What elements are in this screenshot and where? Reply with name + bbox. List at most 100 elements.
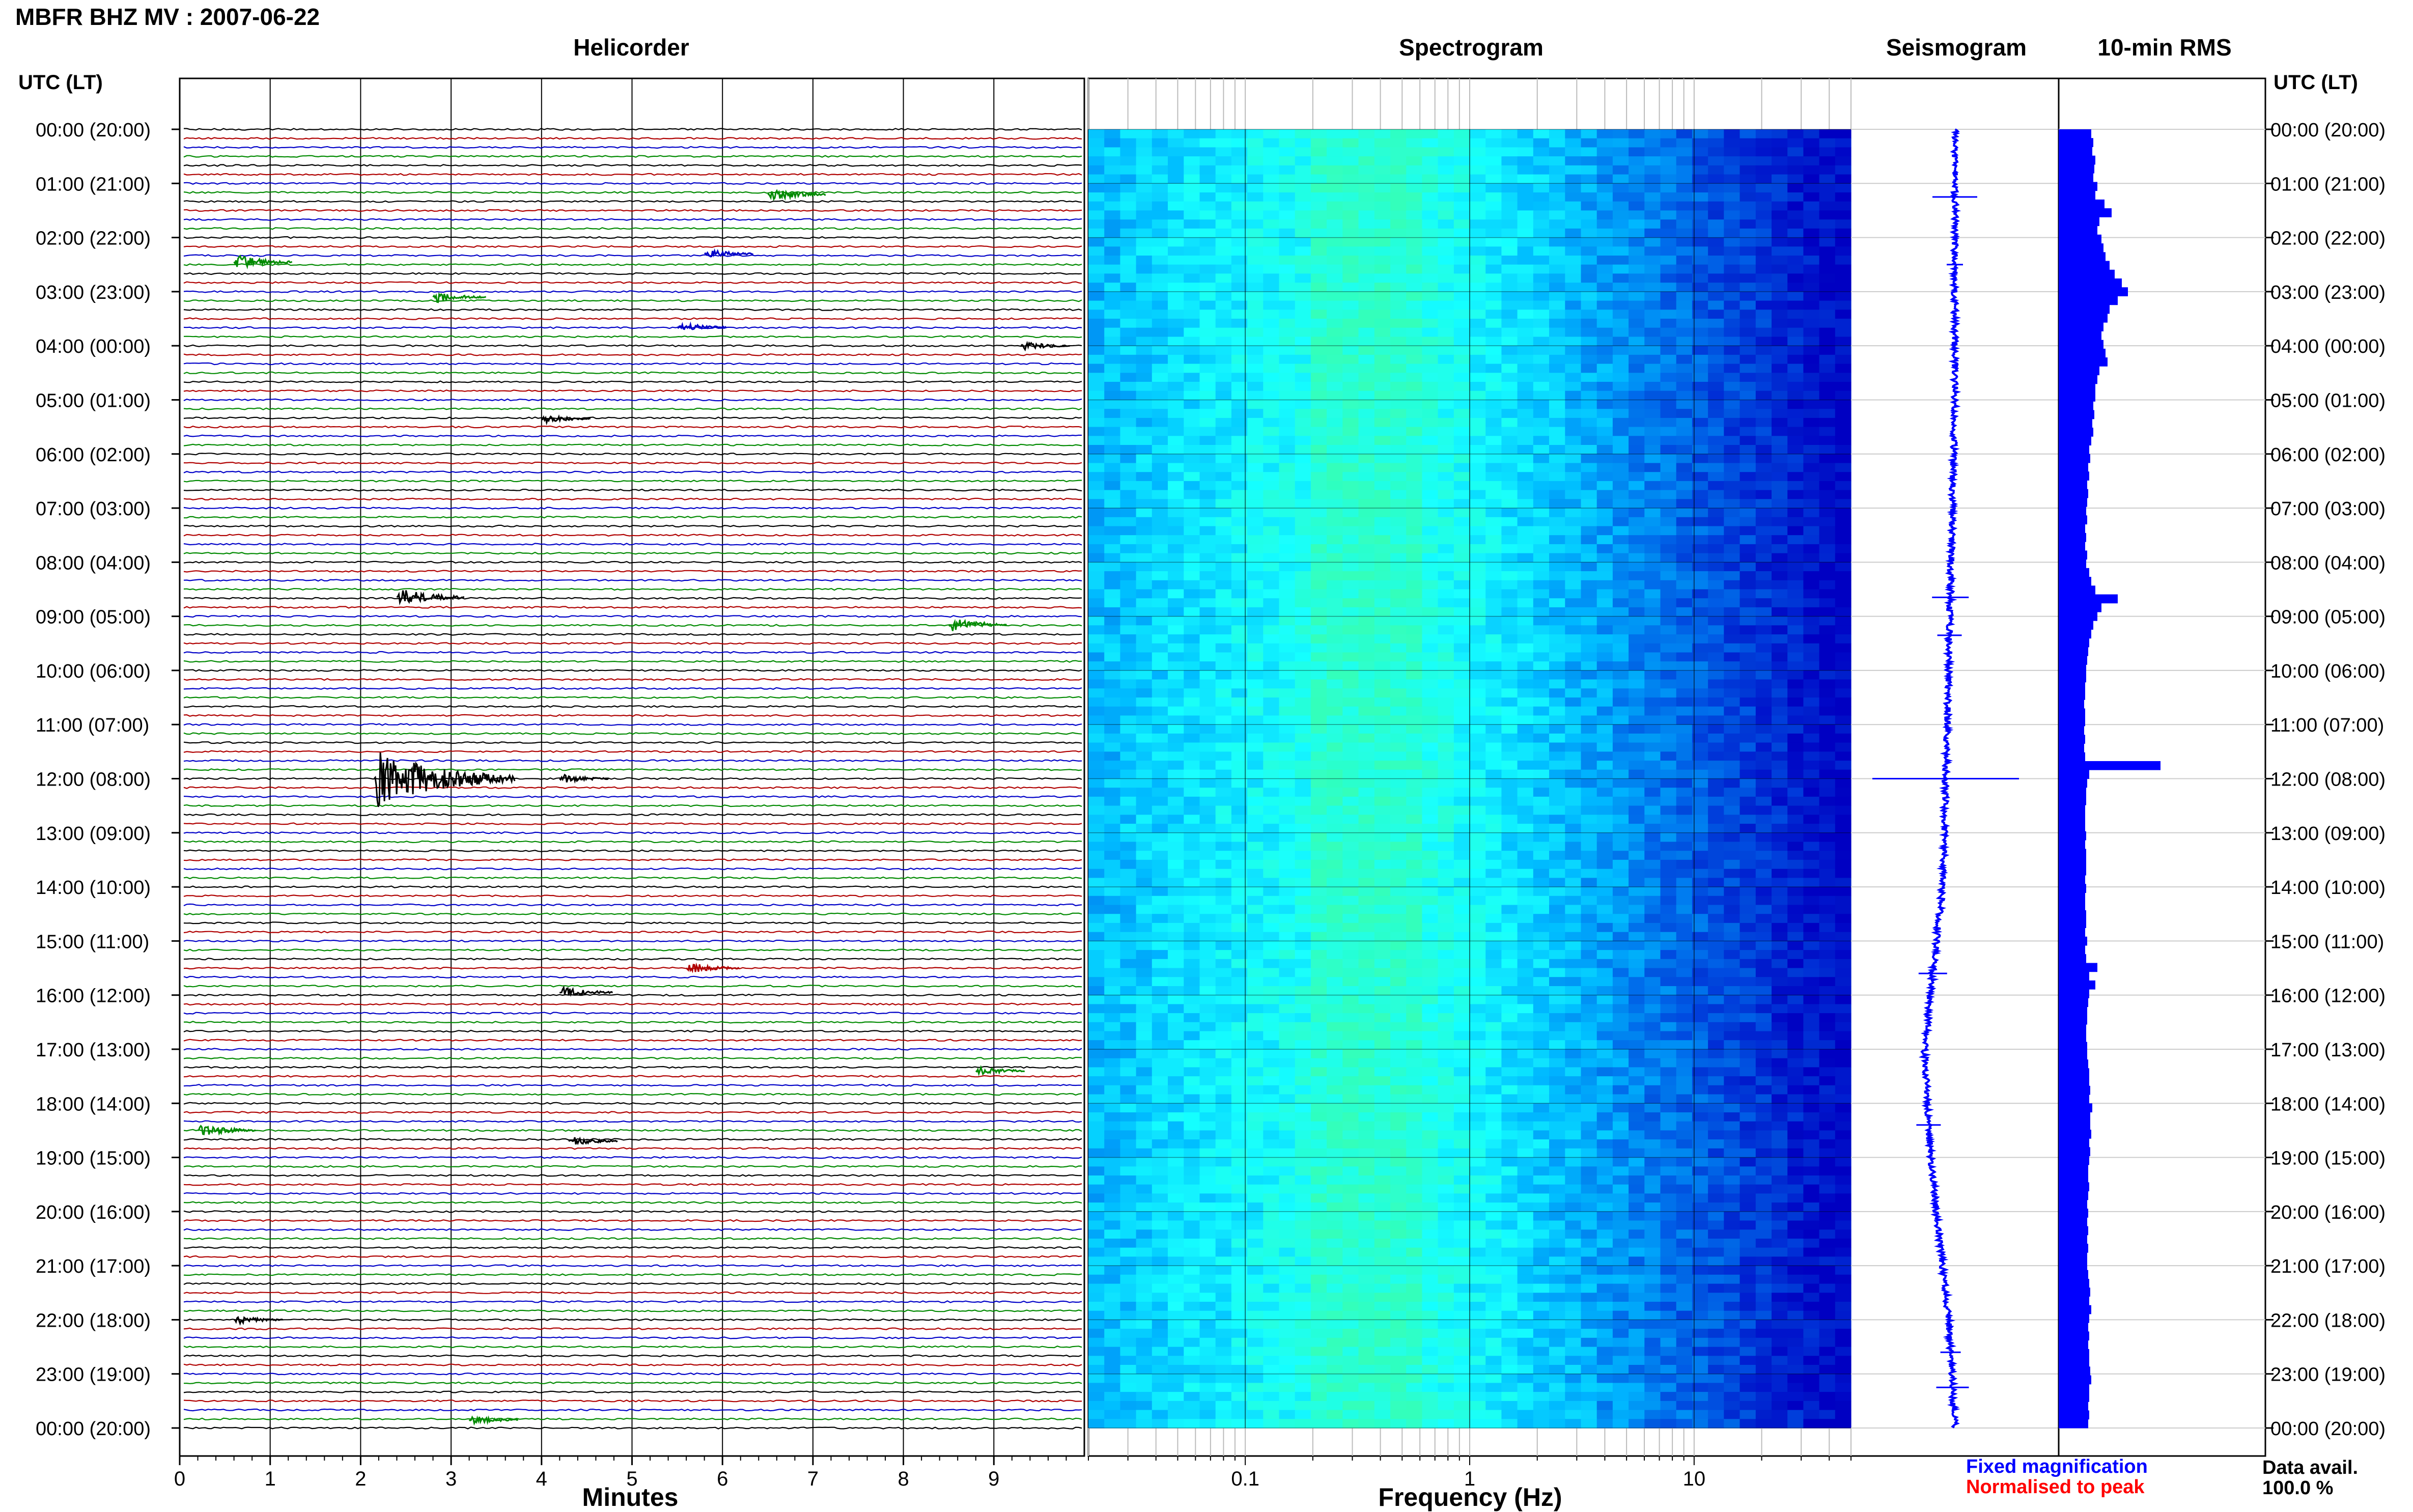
spectrogram-cell — [1342, 463, 1359, 472]
spectrogram-cell — [1279, 165, 1296, 175]
spectrogram-cell — [1803, 138, 1819, 148]
spectrogram-cell — [1803, 147, 1819, 156]
spectrogram-cell — [1661, 129, 1677, 138]
spectrogram-cell — [1501, 851, 1518, 860]
spectrogram-cell — [1501, 129, 1518, 138]
spectrogram-cell — [1613, 526, 1629, 536]
spectrogram-cell — [1565, 355, 1581, 364]
spectrogram-cell — [1756, 941, 1772, 950]
spectrogram-cell — [1772, 382, 1788, 391]
spectrogram-cell — [1136, 544, 1153, 553]
spectrogram-cell — [1136, 175, 1153, 184]
spectrogram-cell — [1644, 400, 1661, 409]
spectrogram-cell — [1168, 373, 1184, 382]
spectrogram-cell — [1533, 337, 1550, 346]
helicorder-trace — [184, 1418, 1082, 1420]
spectrogram-cell — [1438, 724, 1454, 734]
spectrogram-cell — [1168, 183, 1184, 192]
spectrogram-cell — [1470, 761, 1486, 770]
spectrogram-cell — [1295, 265, 1311, 274]
spectrogram-cell — [1724, 770, 1740, 779]
spectrogram-cell — [1629, 292, 1645, 301]
spectrogram-cell — [1629, 499, 1645, 508]
spectrogram-cell — [1152, 779, 1168, 788]
spectrogram-cell — [1518, 833, 1534, 842]
spectrogram-cell — [1613, 842, 1629, 851]
spectrogram-cell — [1549, 175, 1565, 184]
spectrogram-cell — [1597, 147, 1613, 156]
spectrogram-cell — [1501, 256, 1518, 265]
spectrogram-cell — [1327, 409, 1343, 418]
spectrogram-cell — [1803, 310, 1819, 319]
helicorder-trace — [184, 1220, 1082, 1221]
spectrogram-cell — [1438, 490, 1454, 499]
spectrogram-cell — [1565, 634, 1581, 643]
spectrogram-cell — [1311, 454, 1327, 463]
spectrogram-cell — [1422, 319, 1438, 328]
spectrogram-cell — [1279, 724, 1296, 734]
spectrogram-cell — [1342, 481, 1359, 490]
spectrogram-cell — [1247, 147, 1264, 156]
spectrogram-cell — [1454, 183, 1470, 192]
spectrogram-cell — [1787, 680, 1804, 689]
spectrogram-cell — [1501, 283, 1518, 292]
spectrogram-cell — [1406, 860, 1422, 869]
spectrogram-cell — [1485, 995, 1502, 1004]
spectrogram-cell — [1311, 283, 1327, 292]
spectrogram-cell — [1104, 986, 1120, 995]
spectrogram-cell — [1518, 968, 1534, 977]
spectrogram-cell — [1787, 219, 1804, 229]
spectrogram-cell — [1438, 761, 1454, 770]
spectrogram-cell — [1565, 562, 1581, 571]
spectrogram-cell — [1787, 824, 1804, 833]
hour-label-right: 14:00 (10:00) — [2270, 877, 2386, 899]
spectrogram-cell — [1200, 887, 1216, 896]
spectrogram-cell — [1263, 697, 1279, 707]
spectrogram-cell — [1247, 869, 1264, 878]
spectrogram-cell — [1136, 409, 1153, 418]
spectrogram-cell — [1152, 147, 1168, 156]
spectrogram-cell — [1549, 887, 1565, 896]
spectrogram-cell — [1772, 653, 1788, 662]
spectrogram-cell — [1835, 301, 1851, 310]
spectrogram-cell — [1406, 869, 1422, 878]
spectrogram-cell — [1279, 156, 1296, 165]
spectrogram-cell — [1565, 643, 1581, 653]
spectrogram-cell — [1136, 851, 1153, 860]
spectrogram-cell — [1613, 643, 1629, 653]
spectrogram-cell — [1724, 860, 1740, 869]
hour-label-right: 05:00 (01:00) — [2270, 390, 2386, 411]
spectrogram-cell — [1390, 147, 1407, 156]
spectrogram-cell — [1835, 878, 1851, 887]
spectrogram-cell — [1533, 625, 1550, 634]
spectrogram-cell — [1676, 887, 1693, 896]
spectrogram-cell — [1501, 716, 1518, 725]
spectrogram-cell — [1787, 265, 1804, 274]
spectrogram-cell — [1152, 680, 1168, 689]
spectrogram-cell — [1533, 436, 1550, 445]
spectrogram-cell — [1184, 219, 1200, 229]
spectrogram-cell — [1406, 273, 1422, 283]
spectrogram-cell — [1200, 301, 1216, 310]
spectrogram-cell — [1518, 273, 1534, 283]
spectrogram-cell — [1740, 562, 1756, 571]
spectrogram-cell — [1518, 454, 1534, 463]
spectrogram-cell — [1279, 544, 1296, 553]
spectrogram-cell — [1295, 192, 1311, 202]
spectrogram-cell — [1120, 346, 1136, 355]
spectrogram-cell — [1676, 463, 1693, 472]
spectrogram-cell — [1216, 481, 1232, 490]
spectrogram-cell — [1136, 751, 1153, 761]
spectrogram-cell — [1216, 355, 1232, 364]
spectrogram-cell — [1374, 535, 1391, 544]
spectrogram-cell — [1501, 517, 1518, 526]
spectrogram-cell — [1311, 292, 1327, 301]
spectrogram-cell — [1708, 273, 1724, 283]
spectrogram-cell — [1661, 995, 1677, 1004]
spectrogram-cell — [1819, 409, 1836, 418]
spectrogram-cell — [1342, 147, 1359, 156]
spectrogram-cell — [1200, 472, 1216, 481]
spectrogram-cell — [1406, 445, 1422, 454]
spectrogram-cell — [1803, 246, 1819, 256]
spectrogram-cell — [1342, 273, 1359, 283]
